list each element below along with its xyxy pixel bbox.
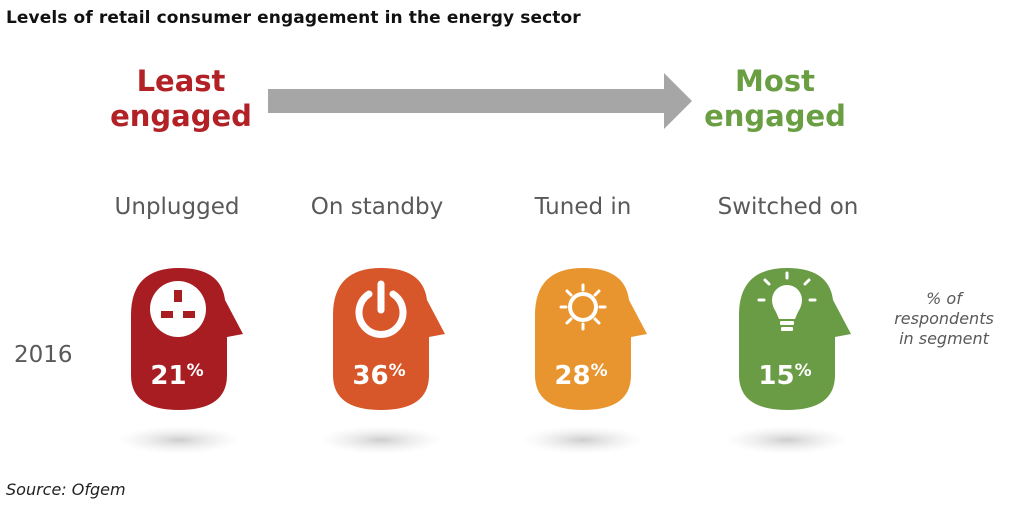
value-unit: % (795, 361, 812, 381)
year-label: 2016 (14, 342, 73, 368)
segment-unplugged: 21% (117, 268, 243, 454)
head-shadow (725, 426, 849, 454)
least-engaged-line2: engaged (110, 99, 252, 133)
value-switched-on: 15 (758, 361, 794, 391)
source-note: Source: Ofgem (6, 480, 126, 499)
head-shadow (521, 426, 645, 454)
value-unit: % (187, 361, 204, 381)
most-engaged-line1: Most (735, 64, 815, 98)
head-switched-on (739, 268, 851, 410)
unit-note-line2: respondents (894, 309, 994, 328)
value-tuned-in: 28 (554, 361, 590, 391)
head-tuned-in (535, 268, 647, 410)
power-icon (355, 280, 407, 338)
unit-note-line1: % of (926, 289, 962, 308)
value-on-standby: 36 (352, 361, 388, 391)
segment-label-unplugged: Unplugged (114, 194, 240, 220)
least-engaged-line1: Least (136, 64, 226, 98)
most-engaged-label: Most engaged (690, 64, 860, 134)
unit-note-line3: in segment (899, 329, 989, 348)
least-engaged-label: Least engaged (96, 64, 266, 134)
value-label-unplugged: 21% (150, 361, 203, 391)
value-label-tuned-in: 28% (554, 361, 607, 391)
value-label-switched-on: 15% (758, 361, 811, 391)
segment-on-standby: 36% (319, 268, 445, 454)
plug-socket-icon (150, 281, 206, 337)
chart-title: Levels of retail consumer engagement in … (6, 8, 581, 28)
segment-label-tuned-in: Tuned in (534, 194, 632, 220)
segment-tuned-in: 28% (521, 268, 647, 454)
segment-label-on-standby: On standby (310, 194, 444, 220)
value-unplugged: 21 (150, 361, 186, 391)
value-label-on-standby: 36% (352, 361, 405, 391)
sun-icon (559, 283, 607, 331)
unit-note: % of respondents in segment (880, 289, 1008, 349)
head-shadow (117, 426, 241, 454)
lightbulb-icon (757, 271, 817, 331)
value-unit: % (591, 361, 608, 381)
head-on-standby (333, 268, 445, 410)
most-engaged-line2: engaged (704, 99, 846, 133)
segment-label-switched-on: Switched on (717, 194, 859, 220)
value-unit: % (389, 361, 406, 381)
head-shadow (319, 426, 443, 454)
segment-switched-on: 15% (725, 268, 851, 454)
